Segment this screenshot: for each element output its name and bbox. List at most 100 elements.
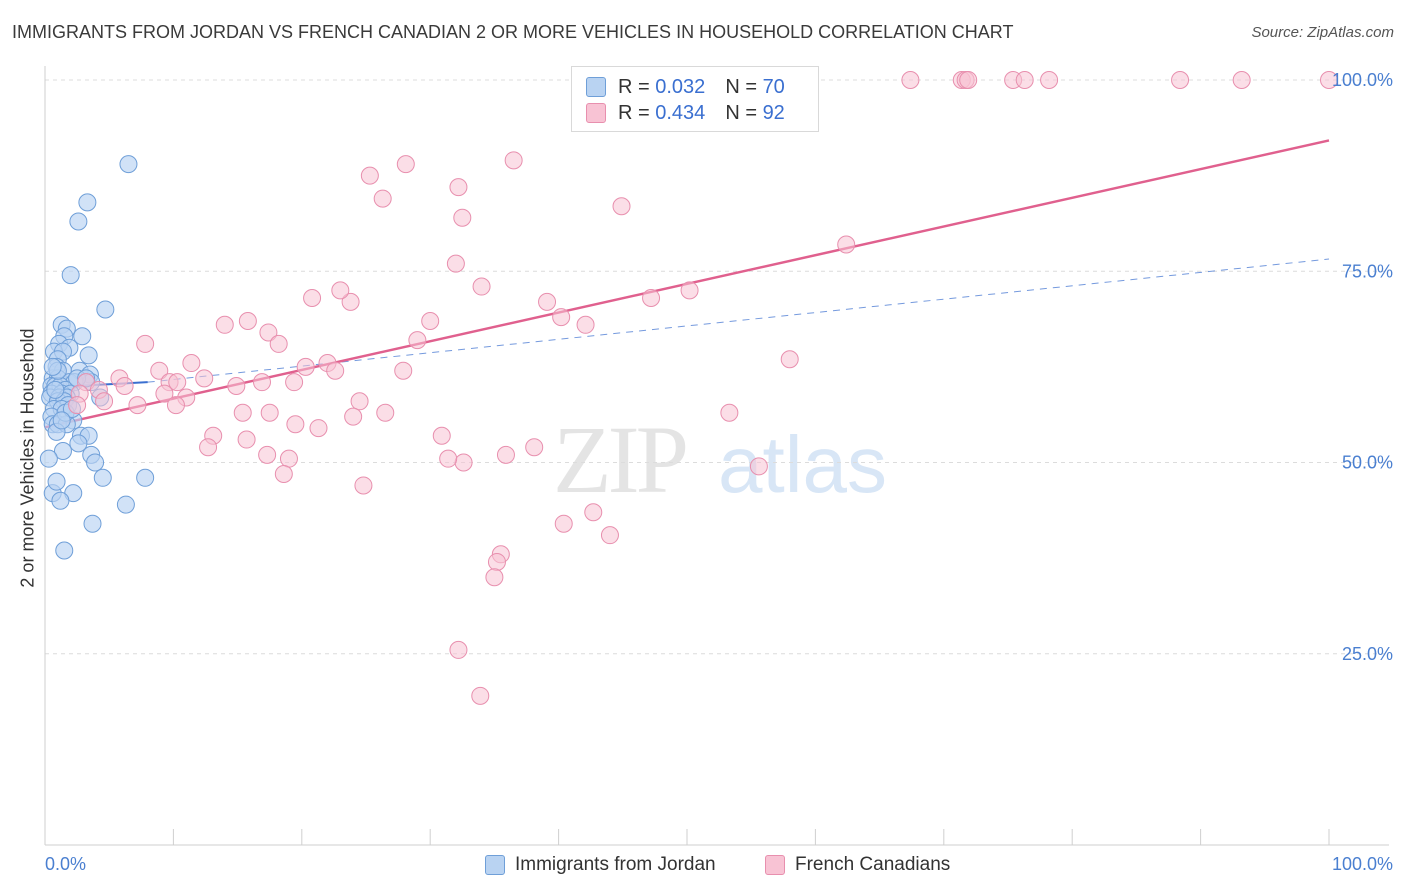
point-french-canadians xyxy=(554,514,573,533)
point-french-canadians xyxy=(472,277,491,296)
point-french-canadians xyxy=(136,334,155,353)
point-french-canadians xyxy=(780,350,799,369)
tick-labels: 25.0% 50.0% 75.0% 100.0% 0.0% 100.0% xyxy=(45,70,1393,874)
legend-label-jordan: Immigrants from Jordan xyxy=(515,854,716,875)
point-french-canadians xyxy=(600,526,619,545)
point-jordan xyxy=(83,514,102,533)
jordan-legend-swatch xyxy=(485,855,505,875)
point-french-canadians xyxy=(150,361,169,380)
point-french-canadians xyxy=(326,361,345,380)
point-jordan xyxy=(43,357,62,376)
point-french-canadians xyxy=(449,640,468,659)
gridlines xyxy=(45,79,1389,655)
point-jordan xyxy=(55,541,74,560)
source-label: Source: ZipAtlas.com xyxy=(1251,24,1394,41)
point-french-canadians xyxy=(258,445,277,464)
point-french-canadians xyxy=(252,373,271,392)
point-french-canadians xyxy=(612,197,631,216)
x-tick-label: 0.0% xyxy=(45,854,86,874)
n-value: 92 xyxy=(762,101,785,124)
point-french-canadians xyxy=(421,311,440,330)
point-french-canadians xyxy=(260,403,279,422)
legend-item-jordan[interactable]: Immigrants from Jordan xyxy=(485,852,716,878)
point-french-canadians xyxy=(199,438,218,457)
watermark-atlas: atlas xyxy=(718,420,887,509)
point-jordan xyxy=(93,468,112,487)
y-axis-label: 2 or more Vehicles in Household xyxy=(17,328,38,588)
point-french-canadians xyxy=(286,415,305,434)
n-label: N = xyxy=(725,75,757,98)
point-french-canadians xyxy=(959,71,978,89)
data-points xyxy=(39,71,1338,705)
point-french-canadians xyxy=(331,281,350,300)
y-tick-label: 75.0% xyxy=(1342,261,1393,281)
jordan-swatch xyxy=(586,77,606,97)
point-french-canadians xyxy=(837,235,856,254)
point-french-canadians xyxy=(485,568,504,587)
point-french-canadians xyxy=(166,396,185,415)
point-french-canadians xyxy=(394,361,413,380)
point-french-canadians xyxy=(376,403,395,422)
point-jordan xyxy=(96,300,115,319)
point-french-canadians xyxy=(1232,71,1251,89)
y-tick-label: 25.0% xyxy=(1342,644,1393,664)
point-french-canadians xyxy=(1171,71,1190,89)
point-jordan xyxy=(69,212,88,231)
point-french-canadians xyxy=(680,281,699,300)
point-french-canadians xyxy=(341,292,360,311)
stats-row-french-canadians: R = 0.434 N = 92 xyxy=(586,101,785,125)
point-french-canadians xyxy=(901,71,920,89)
point-french-canadians xyxy=(279,449,298,468)
y-tick-label: 50.0% xyxy=(1342,453,1393,473)
point-jordan xyxy=(73,327,92,346)
point-jordan xyxy=(46,380,65,399)
point-french-canadians xyxy=(238,311,257,330)
r-value: 0.032 xyxy=(655,75,706,98)
point-french-canadians xyxy=(439,449,458,468)
point-jordan xyxy=(86,453,105,472)
point-jordan xyxy=(39,449,58,468)
point-french-canadians xyxy=(303,289,322,308)
point-french-canadians xyxy=(215,315,234,334)
point-french-canadians xyxy=(454,453,473,472)
point-jordan xyxy=(78,193,97,212)
r-value: 0.434 xyxy=(655,101,706,124)
point-french-canadians xyxy=(274,464,293,483)
point-french-canadians xyxy=(182,354,201,373)
point-french-canadians xyxy=(296,357,315,376)
point-french-canadians xyxy=(168,373,187,392)
legend-item-french-canadians[interactable]: French Canadians xyxy=(765,852,950,878)
point-french-canadians xyxy=(95,392,114,411)
point-french-canadians xyxy=(233,403,252,422)
point-jordan xyxy=(69,434,88,453)
point-jordan xyxy=(116,495,135,514)
point-french-canadians xyxy=(227,377,246,395)
point-french-canadians xyxy=(259,323,278,342)
point-french-canadians xyxy=(487,552,506,571)
french-canadians-swatch xyxy=(586,103,606,123)
point-french-canadians xyxy=(584,503,603,522)
point-french-canadians xyxy=(720,403,739,422)
point-french-canadians xyxy=(360,166,379,185)
point-french-canadians xyxy=(552,308,571,327)
point-french-canadians xyxy=(373,189,392,208)
point-french-canadians xyxy=(1320,71,1338,89)
r-label: R = xyxy=(618,101,650,124)
watermark-zip: ZIP xyxy=(553,406,686,513)
point-french-canadians xyxy=(1015,71,1034,89)
point-french-canadians xyxy=(115,377,134,395)
point-french-canadians xyxy=(432,426,451,445)
point-french-canadians xyxy=(642,289,661,308)
point-french-canadians xyxy=(354,476,373,495)
point-french-canadians xyxy=(525,438,544,457)
point-french-canadians xyxy=(285,373,304,392)
point-french-canadians xyxy=(155,384,174,403)
point-french-canadians xyxy=(344,407,363,426)
stats-row-jordan: R = 0.032 N = 70 xyxy=(586,75,785,99)
point-french-canadians xyxy=(446,254,465,273)
point-french-canadians xyxy=(269,334,288,353)
axes xyxy=(44,66,1389,846)
n-value: 70 xyxy=(762,75,785,98)
chart-title: IMMIGRANTS FROM JORDAN VS FRENCH CANADIA… xyxy=(12,22,1014,42)
